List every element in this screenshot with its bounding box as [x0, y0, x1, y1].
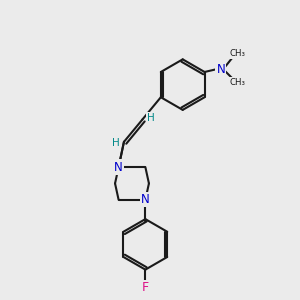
- Text: N: N: [141, 193, 150, 206]
- Text: H: H: [112, 138, 119, 148]
- Text: CH₃: CH₃: [230, 49, 246, 58]
- Text: CH₃: CH₃: [230, 78, 246, 87]
- Text: H: H: [147, 113, 154, 123]
- Text: F: F: [142, 281, 149, 294]
- Text: N: N: [217, 62, 225, 76]
- Text: N: N: [114, 160, 123, 174]
